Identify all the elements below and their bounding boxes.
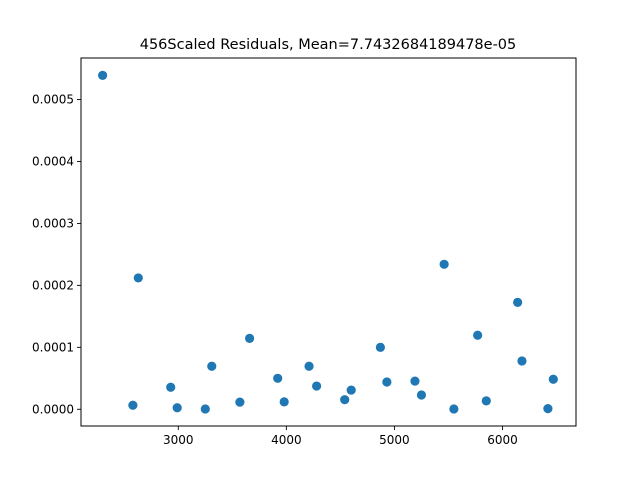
data-point (172, 403, 182, 413)
x-axis: 3000 4000 5000 6000 (163, 426, 518, 447)
y-axis: 0.0000 0.0001 0.0002 0.0003 0.0004 0.0005 (32, 93, 81, 416)
data-point (340, 395, 350, 405)
data-point (128, 400, 138, 410)
data-point (439, 259, 449, 269)
data-point (98, 70, 108, 80)
data-point (543, 404, 553, 414)
data-point (346, 385, 356, 395)
data-point (473, 330, 483, 340)
data-point (513, 297, 523, 307)
data-point (273, 373, 283, 383)
data-point (410, 376, 420, 386)
data-point (304, 361, 314, 371)
data-point (166, 382, 176, 392)
data-point (375, 342, 385, 352)
y-tick-label: 0.0004 (32, 154, 74, 168)
x-tick-label: 5000 (379, 433, 410, 447)
data-point (207, 361, 217, 371)
data-point (245, 333, 255, 343)
data-point (416, 390, 427, 400)
data-point (548, 374, 558, 384)
x-tick-label: 3000 (163, 433, 194, 447)
points-layer (98, 70, 558, 414)
x-tick-label: 6000 (487, 433, 518, 447)
data-point (312, 381, 322, 391)
y-tick-label: 0.0005 (32, 93, 74, 107)
data-point (449, 404, 459, 414)
data-point (200, 404, 210, 414)
y-tick-label: 0.0001 (32, 340, 74, 354)
data-point (235, 397, 245, 407)
y-tick-label: 0.0003 (32, 216, 74, 230)
x-tick-label: 4000 (271, 433, 302, 447)
data-point (382, 377, 392, 387)
y-tick-label: 0.0000 (32, 402, 74, 416)
data-point (133, 273, 143, 283)
data-point (481, 396, 491, 406)
y-tick-label: 0.0002 (32, 278, 74, 292)
chart-title: 456Scaled Residuals, Mean=7.743268418947… (140, 37, 517, 53)
data-point (517, 356, 527, 366)
plot-frame (80, 57, 577, 427)
data-point (279, 397, 289, 407)
